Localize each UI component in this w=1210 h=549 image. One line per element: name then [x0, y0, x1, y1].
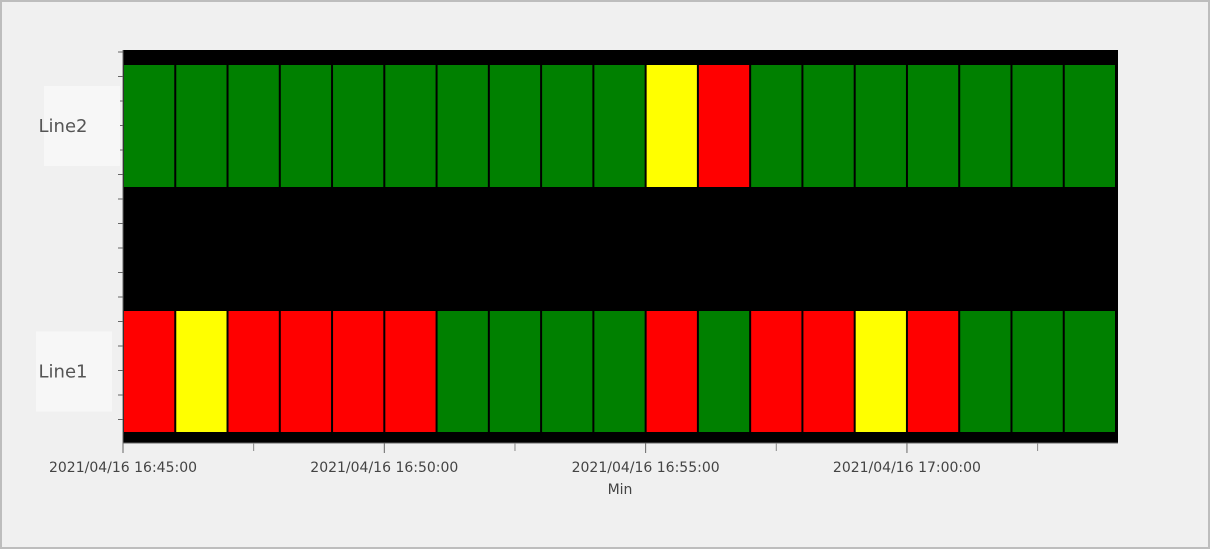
status-cell	[751, 65, 802, 187]
status-cell	[855, 65, 906, 187]
status-cell	[646, 311, 697, 432]
row-label: Line2	[39, 116, 88, 137]
status-cell	[437, 65, 488, 187]
x-axis-label: Min	[608, 482, 633, 498]
status-cell	[594, 311, 645, 432]
status-cell	[228, 65, 279, 187]
status-cell	[751, 311, 802, 432]
status-cell	[803, 311, 854, 432]
status-cell	[960, 65, 1011, 187]
status-cell	[907, 65, 959, 187]
status-cell	[489, 311, 541, 432]
x-tick-label: 2021/04/16 16:55:00	[572, 460, 720, 476]
x-tick-label: 2021/04/16 17:00:00	[833, 460, 981, 476]
status-cell	[1064, 65, 1115, 187]
status-cell	[907, 311, 959, 432]
row-label: Line1	[39, 362, 88, 383]
status-cell	[803, 65, 854, 187]
status-cell	[280, 65, 332, 187]
status-cell	[124, 311, 175, 432]
x-tick-label: 2021/04/16 16:45:00	[49, 460, 197, 476]
status-cell	[542, 65, 593, 187]
row-label-box	[36, 331, 112, 412]
status-cell	[333, 65, 384, 187]
status-cell	[542, 311, 593, 432]
status-cell	[333, 311, 384, 432]
status-cell	[1064, 311, 1115, 432]
status-cell	[280, 311, 332, 432]
status-cell	[437, 311, 488, 432]
status-cell	[385, 65, 436, 187]
status-cell	[228, 311, 279, 432]
status-cell	[176, 65, 227, 187]
status-cell	[960, 311, 1011, 432]
status-cell	[1012, 311, 1063, 432]
status-cell	[124, 65, 175, 187]
status-cell	[855, 311, 906, 432]
status-cell	[698, 311, 750, 432]
status-cell	[594, 65, 645, 187]
status-cell	[176, 311, 227, 432]
x-tick-label: 2021/04/16 16:50:00	[310, 460, 458, 476]
status-cell	[1012, 65, 1063, 187]
row-label-box	[44, 86, 120, 166]
status-cell	[698, 65, 750, 187]
status-cell	[385, 311, 436, 432]
status-cell	[489, 65, 541, 187]
status-cell	[646, 65, 697, 187]
